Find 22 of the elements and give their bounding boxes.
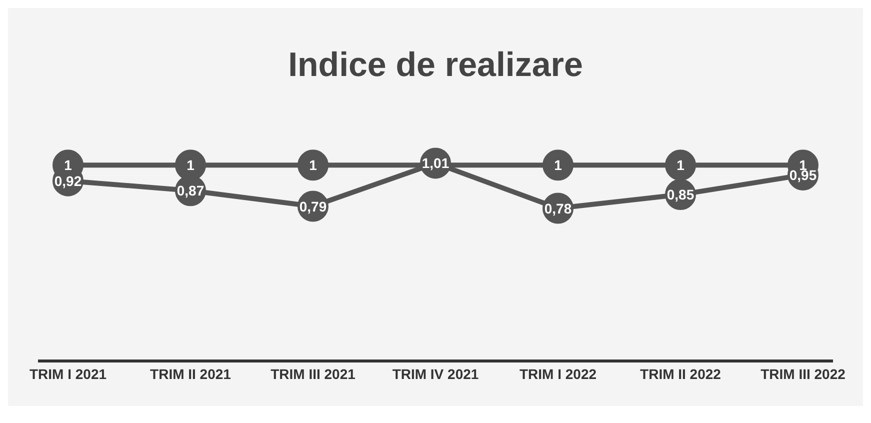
data-label: 1 xyxy=(64,157,72,174)
point xyxy=(542,150,574,181)
x-tick-label: TRIM IV 2021 xyxy=(392,366,479,382)
data-label: 0,85 xyxy=(666,186,694,203)
data-label: 1 xyxy=(309,157,318,174)
data-label: 1 xyxy=(676,157,685,174)
point xyxy=(665,150,696,181)
x-tick-label: TRIM II 2022 xyxy=(640,366,722,382)
data-label: 1 xyxy=(554,157,562,174)
data-label: 0,87 xyxy=(176,182,204,199)
data-label: 0,92 xyxy=(54,172,82,189)
x-tick-label: TRIM III 2021 xyxy=(270,366,356,382)
x-tick-label: TRIM I 2022 xyxy=(519,366,597,382)
data-label: 1 xyxy=(186,157,195,174)
point xyxy=(298,150,328,181)
data-label: 0,78 xyxy=(544,200,572,216)
x-tick-label: TRIM III 2022 xyxy=(760,366,846,382)
x-tick-label: TRIM II 2021 xyxy=(150,366,232,382)
data-label: 1,01 xyxy=(422,155,450,172)
chart-title: Indice de realizare xyxy=(287,45,584,86)
x-tick-label: TRIM I 2021 xyxy=(29,366,107,382)
data-label: 0,79 xyxy=(299,198,327,214)
